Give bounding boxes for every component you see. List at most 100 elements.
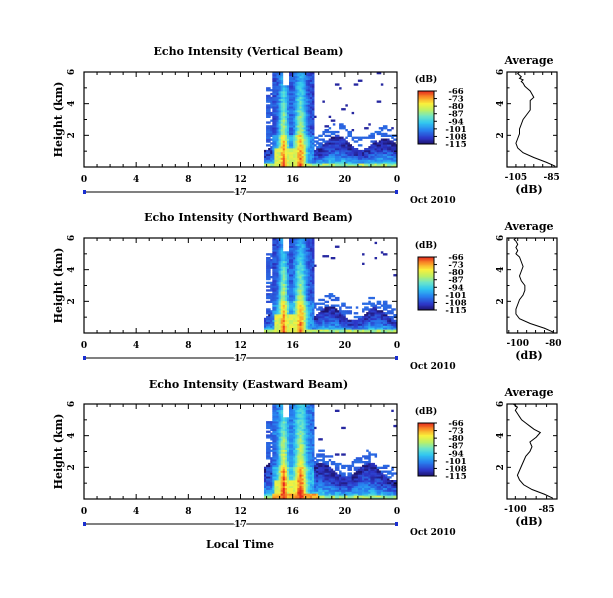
heatmap-cell (293, 276, 296, 279)
heatmap-cell (320, 144, 323, 147)
heatmap-cell (385, 161, 388, 164)
heatmap-cell (330, 327, 334, 330)
heatmap-cell (268, 483, 271, 487)
heatmap-cell (349, 165, 353, 168)
heatmap-cell (276, 144, 279, 147)
heatmap-cell (263, 325, 267, 328)
heatmap-cell (297, 161, 300, 164)
heatmap-cell (289, 110, 292, 113)
heatmap-cell (282, 276, 286, 279)
heatmap-cell (326, 153, 330, 156)
heatmap-cell (374, 317, 378, 321)
heatmap-cell (318, 321, 321, 324)
heatmap-cell (320, 317, 323, 321)
heatmap-cell (270, 104, 273, 107)
heatmap-cell (337, 317, 340, 321)
heatmap-cell (380, 153, 384, 156)
heatmap-cell (305, 85, 309, 88)
heatmap-cell (311, 296, 315, 300)
heatmap-cell (309, 327, 313, 330)
heatmap-cell (309, 423, 313, 426)
heatmap-cell (303, 443, 307, 447)
heatmap-cell (309, 266, 313, 269)
heatmap-cell (378, 142, 382, 145)
heatmap-cell (274, 445, 277, 449)
heatmap-cell (276, 291, 279, 294)
heatmap-cell (322, 325, 325, 328)
heatmap-cell (293, 117, 296, 120)
heatmap-cell (266, 468, 269, 471)
heatmap-cell (311, 111, 315, 115)
heatmap-cell (282, 110, 286, 113)
colorbar-segment (418, 126, 434, 129)
heatmap-cell (278, 436, 282, 439)
heatmap-cell (307, 142, 311, 145)
heatmap-cell (278, 270, 282, 273)
heatmap-cell (284, 111, 288, 115)
heatmap-cell (289, 304, 292, 307)
heatmap-cell (284, 495, 288, 498)
heatmap-cell (299, 151, 302, 155)
heatmap-cell (278, 159, 282, 162)
profile-y-tick-label: 6 (496, 69, 506, 75)
heatmap-cell (272, 281, 275, 284)
heatmap-cell (274, 136, 277, 139)
heatmap-cell (382, 306, 386, 309)
heatmap-cell (280, 404, 284, 407)
heatmap-cell (303, 453, 307, 456)
heatmap-cell (324, 317, 327, 321)
heatmap-cell (276, 300, 279, 303)
heatmap-cell (289, 327, 292, 330)
heatmap-cell (393, 142, 396, 145)
heatmap-cell (353, 136, 357, 139)
heatmap-cell (266, 453, 269, 456)
heatmap-cell (326, 491, 330, 494)
heatmap-cells (263, 404, 398, 500)
heatmap-cell (359, 163, 363, 166)
heatmap-cell (307, 245, 311, 248)
heatmap-cell (376, 310, 380, 313)
x-tick-label: 16 (286, 175, 299, 185)
heatmap-cell (382, 314, 386, 317)
heatmap-cell (268, 495, 271, 498)
heatmap-cell (295, 428, 298, 431)
heatmap-cell (276, 449, 279, 452)
heatmap-cell (362, 325, 365, 328)
heatmap-cell (387, 327, 390, 330)
heatmap-cell (303, 119, 307, 122)
heatmap-cell (309, 102, 313, 105)
heatmap-cell (311, 241, 315, 245)
heatmap-cell (280, 142, 284, 145)
heatmap-cell (272, 325, 275, 328)
heatmap-cell (311, 415, 315, 418)
heatmap-cell (282, 163, 286, 166)
heatmap-cell (380, 134, 384, 137)
heatmap-cell (385, 329, 388, 332)
heatmap-cell (274, 331, 277, 334)
heatmap-cell (278, 314, 282, 317)
heatmap-cell (276, 419, 279, 422)
heatmap-cell (289, 153, 292, 156)
heatmap-cell (324, 481, 327, 485)
heatmap-cell (307, 281, 311, 284)
heatmap-cell (286, 104, 290, 107)
heatmap-cell (293, 449, 296, 452)
heatmap-cell (305, 134, 309, 137)
heatmap-cell (309, 262, 313, 265)
heatmap-cell (301, 319, 305, 322)
heatmap-cell (276, 440, 279, 443)
heatmap-cell (293, 295, 296, 298)
heatmap-cell (266, 457, 269, 460)
heatmap-cell (328, 153, 332, 156)
heatmap-cell (293, 487, 296, 490)
heatmap-cell (266, 474, 269, 477)
heatmap-cell (351, 148, 355, 151)
colorbar-tick-label: -87 (448, 110, 463, 120)
heatmap-cell (378, 329, 382, 332)
heatmap-cell (389, 312, 392, 315)
heatmap-cell (295, 424, 298, 428)
heatmap-cell (286, 262, 290, 265)
colorbar-tick-label: -80 (448, 268, 463, 278)
heatmap-cell (286, 312, 290, 315)
heatmap-cell (284, 455, 288, 458)
